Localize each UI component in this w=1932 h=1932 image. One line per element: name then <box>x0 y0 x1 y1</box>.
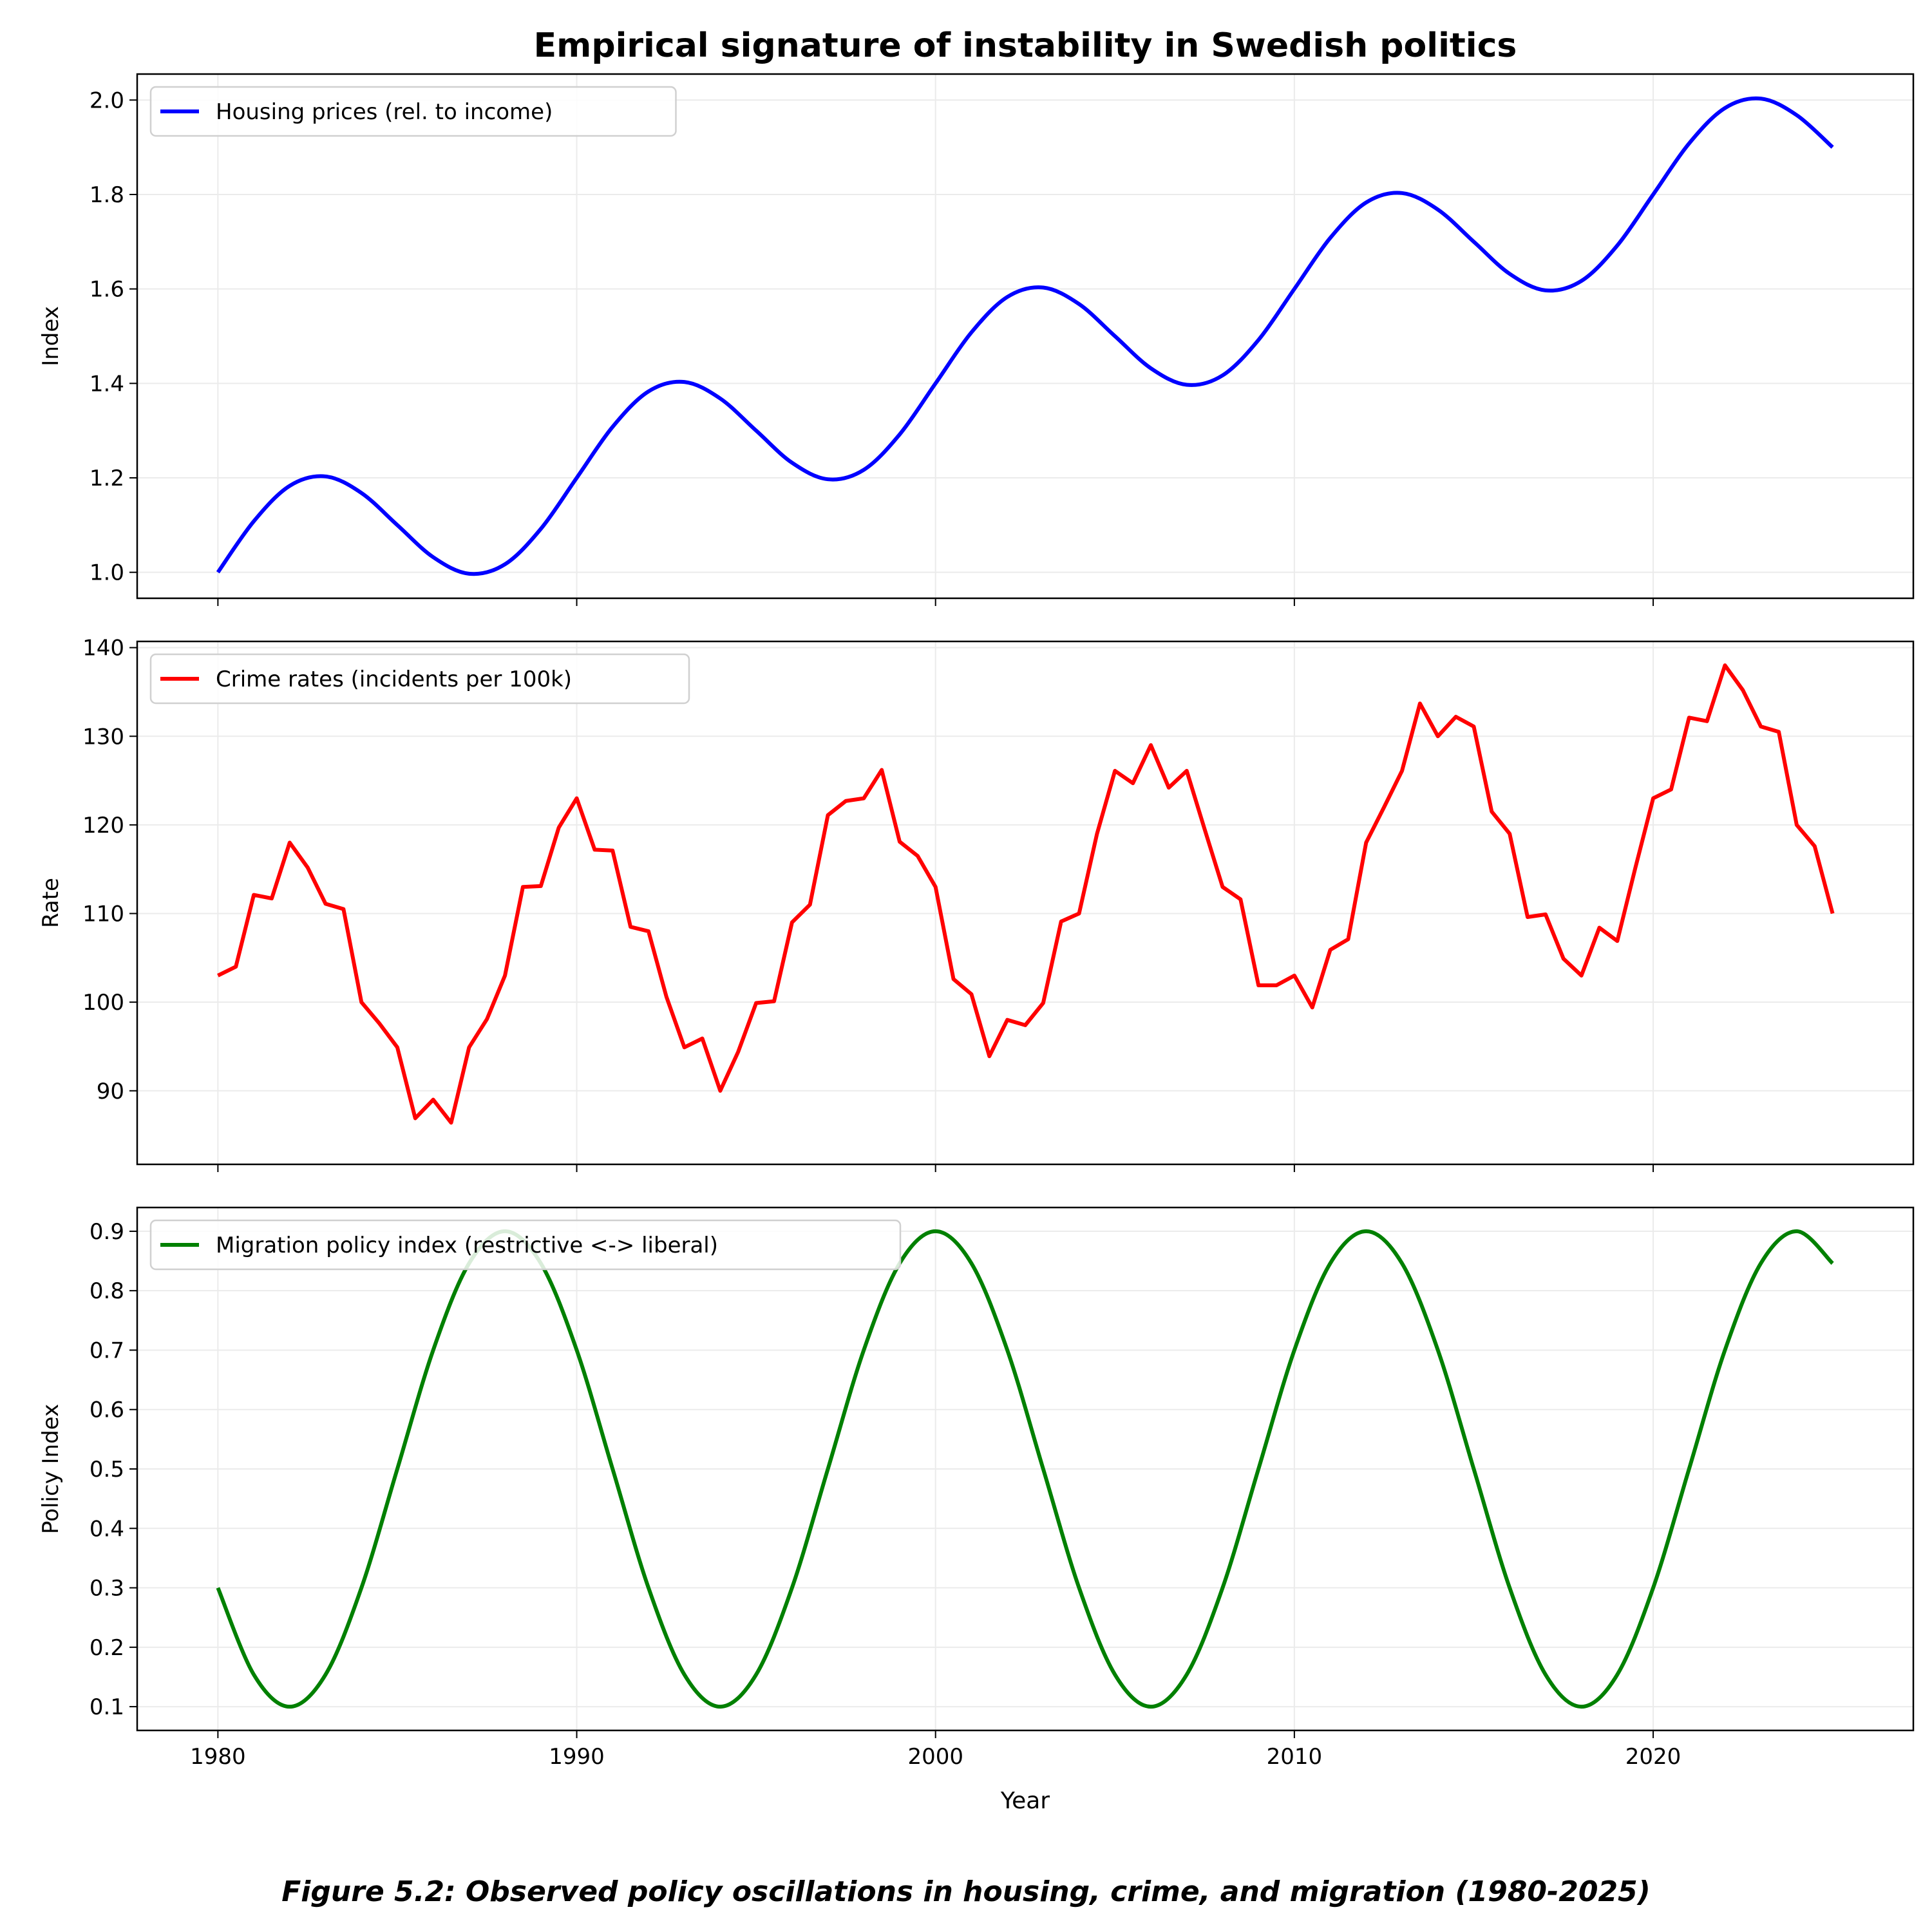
y-tick-label: 0.1 <box>90 1694 124 1720</box>
x-axis-label: Year <box>1000 1788 1050 1814</box>
series-line <box>216 96 1834 576</box>
y-tick-label: 1.6 <box>90 277 124 303</box>
y-tick-label: 0.2 <box>90 1635 124 1661</box>
series-line <box>217 663 1835 1125</box>
panel-1: 1.0 1.2 1.4 1.6 1.8 2.0 Index Housing prices (r… <box>38 73 1915 606</box>
y-tick-label: 0.7 <box>90 1338 124 1363</box>
y-tick-label: 130 <box>82 724 124 750</box>
legend: Crime rates (incidents per 100k) <box>149 653 690 705</box>
y-tick-label: 0.9 <box>90 1219 124 1245</box>
y-tick-label: 120 <box>82 813 124 838</box>
y-tick-label: 90 <box>97 1079 124 1104</box>
axes-frame <box>136 73 1915 600</box>
x-tick-label: 2020 <box>1625 1744 1681 1770</box>
panel-2: 90 100 110 120 130 140 Rate Crime rates (incide… <box>38 636 1915 1172</box>
y-tick-label: 1.8 <box>90 182 124 208</box>
legend: Migration policy index (restrictive <-> … <box>149 1219 902 1271</box>
y-tick-label: 2.0 <box>90 88 124 113</box>
y-tick-label: 140 <box>82 636 124 661</box>
y-tick-label: 100 <box>82 990 124 1016</box>
figure-caption: Figure 5.2: Observed policy oscillations… <box>281 1875 1651 1908</box>
y-axis-label: Index <box>38 306 64 366</box>
y-tick-label: 0.3 <box>90 1576 124 1602</box>
legend-label: Housing prices (rel. to income) <box>216 99 553 125</box>
y-tick-label: 1.2 <box>90 466 124 491</box>
chart-title: Empirical signature of instability in Sw… <box>534 26 1517 65</box>
y-tick-label: 0.6 <box>90 1397 124 1423</box>
y-tick-label: 1.0 <box>90 560 124 586</box>
legend-box <box>149 86 677 137</box>
y-axis-label: Policy Index <box>38 1404 64 1534</box>
legend-box <box>149 653 690 705</box>
panel-3: 0.1 0.2 0.3 0.4 0.5 0.6 0.7 0.8 0.9 1980 1990 2000 2… <box>38 1206 1915 1770</box>
legend-label: Crime rates (incidents per 100k) <box>216 667 572 692</box>
y-axis-label: Rate <box>38 878 64 928</box>
x-tick-label: 2000 <box>907 1744 963 1770</box>
y-tick-label: 0.4 <box>90 1516 124 1542</box>
y-tick-label: 110 <box>82 902 124 927</box>
x-tick-label: 2010 <box>1267 1744 1323 1770</box>
y-tick-label: 0.8 <box>90 1278 124 1304</box>
x-tick-label: 1980 <box>190 1744 246 1770</box>
y-tick-label: 1.4 <box>90 371 124 397</box>
x-tick-label: 1990 <box>549 1744 605 1770</box>
y-tick-label: 0.5 <box>90 1457 124 1482</box>
legend: Housing prices (rel. to income) <box>149 86 677 137</box>
legend-box <box>149 1219 902 1271</box>
legend-label: Migration policy index (restrictive <-> … <box>216 1233 718 1258</box>
axes-frame <box>136 640 1915 1166</box>
